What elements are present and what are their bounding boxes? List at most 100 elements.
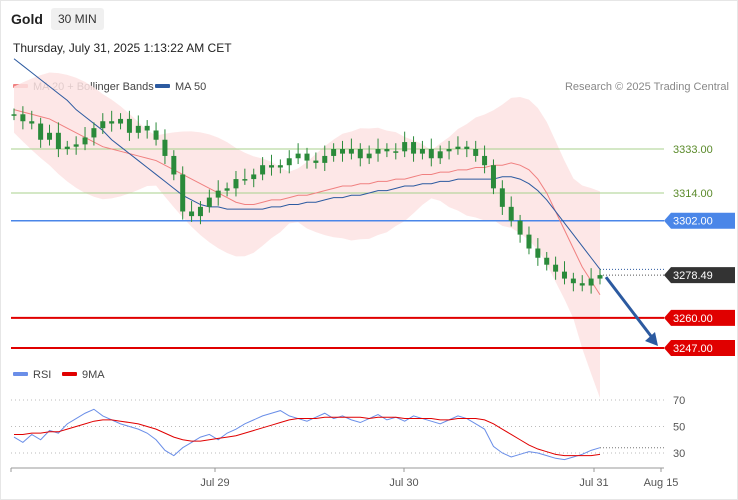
price-tag-bg-3260.00	[664, 309, 735, 326]
price-tag-3314.00: 3314.00	[673, 188, 713, 200]
candle-body	[126, 118, 132, 133]
candle-body	[162, 139, 168, 156]
candle-body	[579, 283, 585, 286]
candle-body	[490, 165, 496, 189]
candle-body	[242, 179, 248, 181]
candle-body	[366, 153, 372, 159]
instrument-title: Gold	[11, 11, 43, 27]
candle-body	[535, 248, 541, 258]
rsi-ma-line	[14, 416, 601, 457]
candle-body	[64, 146, 70, 149]
candle-body	[144, 125, 150, 131]
price-legend: MA 20 + Bollinger Bands MA 50 Research ©…	[13, 81, 729, 93]
candle-body	[20, 114, 26, 122]
candle-body	[517, 220, 523, 235]
ma50-legend-swatch	[155, 84, 170, 88]
candle-body	[197, 206, 203, 217]
price-tag-3247.00: 3247.00	[673, 343, 713, 355]
bollinger-band	[14, 72, 600, 399]
rsi-panel: 70 50 30	[11, 395, 685, 461]
candle-body	[189, 211, 195, 217]
candle-body	[446, 149, 452, 152]
candle-body	[29, 121, 35, 124]
candle-body	[570, 278, 576, 284]
rsi-tick-30: 30	[673, 448, 685, 460]
time-axis: Jul 29 Jul 30 Jul 31 Aug 15	[10, 467, 679, 489]
candle-body	[91, 128, 97, 138]
candle-body	[233, 179, 239, 189]
candle-body	[55, 132, 61, 149]
rsi-tick-50: 50	[673, 422, 685, 434]
candle-body	[38, 123, 44, 140]
rsi-tick-70: 70	[673, 395, 685, 407]
candle-body	[348, 149, 354, 154]
forecast-arrow-head	[645, 332, 658, 346]
candle-body	[393, 151, 399, 153]
candle-body	[544, 257, 550, 265]
timestamp-text: Thursday, July 31, 2025 1:13:22 AM CET	[13, 41, 232, 55]
candle-body	[340, 149, 346, 154]
timeframe-badge[interactable]: 30 MIN	[51, 8, 104, 30]
rsi-ma-legend-label: 9MA	[82, 369, 105, 381]
rsi-legend-label: RSI	[33, 369, 51, 381]
candle-body	[357, 149, 363, 159]
ma50-legend-label: MA 50	[175, 81, 206, 93]
candle-body	[180, 174, 186, 212]
candle-body	[304, 153, 310, 161]
time-tick-label: Aug 15	[644, 477, 679, 489]
time-tick-label: Jul 29	[200, 477, 229, 489]
candle-body	[508, 206, 514, 221]
candle-body	[100, 121, 106, 129]
bollinger-band-layer	[14, 72, 600, 399]
candle-body	[553, 264, 559, 272]
candle-body	[82, 137, 88, 145]
candle-body	[402, 142, 408, 152]
price-level-layer	[11, 148, 664, 349]
credit-text: Research © 2025 Trading Central	[565, 81, 729, 93]
candle-body	[135, 125, 141, 133]
price-tag-bg-3247.00	[664, 340, 735, 356]
candle-body	[260, 165, 266, 175]
candle-body	[47, 132, 53, 140]
price-tag-3278.49: 3278.49	[673, 270, 713, 282]
price-tag-bg-3302.00	[664, 212, 735, 229]
candle-body	[419, 149, 425, 154]
price-tag-3333.00: 3333.00	[673, 144, 713, 156]
price-tag-3260.00: 3260.00	[673, 313, 713, 325]
candle-body	[277, 165, 283, 168]
candle-body	[322, 155, 328, 163]
rsi-legend: RSI 9MA	[13, 369, 105, 381]
candle-body	[295, 153, 301, 159]
candle-body	[11, 114, 17, 116]
candle-body	[561, 271, 567, 279]
candle-body	[384, 149, 390, 152]
candle-body	[482, 155, 488, 166]
moving-average-layer	[13, 58, 664, 296]
candle-body	[526, 234, 532, 249]
candle-body	[375, 149, 381, 154]
candle-body	[588, 278, 594, 286]
candle-body	[73, 144, 79, 147]
candle-body	[251, 174, 257, 180]
ma50-line	[13, 58, 601, 270]
candle-body	[331, 149, 337, 156]
time-tick-label: Jul 30	[389, 477, 418, 489]
candle-body	[411, 142, 417, 154]
candle-body	[224, 188, 230, 191]
forecast-arrow-line	[604, 276, 656, 341]
candle-body	[268, 165, 274, 168]
candle-body	[464, 146, 470, 149]
ma20-line	[13, 109, 601, 296]
candle-body	[428, 149, 434, 159]
candle-body	[597, 275, 603, 279]
candle-body	[215, 190, 221, 198]
candle-body	[437, 151, 443, 159]
candle-body	[473, 149, 479, 156]
candle-body	[455, 146, 461, 149]
candle-body	[206, 197, 212, 207]
candle-body	[313, 160, 319, 163]
rsi-ma-legend-swatch	[62, 372, 77, 376]
candle-body	[286, 158, 292, 166]
price-tag-bg-3278.49	[664, 267, 735, 284]
